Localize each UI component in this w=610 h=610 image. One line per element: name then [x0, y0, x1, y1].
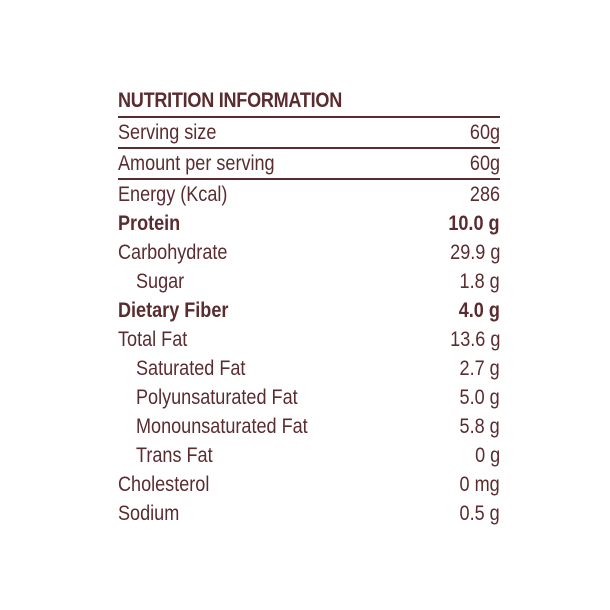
row-value: 0 mg: [459, 472, 500, 496]
row-label: Cholesterol: [118, 472, 210, 496]
row-cholesterol: Cholesterol 0 mg: [118, 470, 500, 499]
row-label: Dietary Fiber: [118, 298, 229, 322]
title-divider: [118, 116, 500, 118]
row-value: 60g: [469, 121, 500, 144]
row-label: Sugar: [136, 269, 185, 293]
serving-divider: [118, 147, 500, 149]
row-value: 1.8 g: [459, 269, 500, 293]
row-label: Protein: [118, 211, 181, 235]
row-label: Sodium: [118, 501, 180, 525]
row-serving-size: Serving size 60g: [118, 118, 500, 147]
row-saturated-fat: Saturated Fat 2.7 g: [118, 354, 500, 383]
row-label: Trans Fat: [136, 443, 213, 467]
row-label: Polyunsaturated Fat: [136, 385, 298, 409]
row-carbohydrate: Carbohydrate 29.9 g: [118, 238, 500, 267]
row-value: 13.6 g: [449, 327, 500, 351]
row-total-fat: Total Fat 13.6 g: [118, 325, 500, 354]
row-value: 0 g: [474, 443, 500, 467]
amount-divider: [118, 178, 500, 180]
row-value: 60g: [469, 152, 500, 175]
row-value: 0.5 g: [459, 501, 500, 525]
row-sodium: Sodium 0.5 g: [118, 499, 500, 528]
row-label: Energy (Kcal): [118, 182, 228, 206]
row-label: Amount per serving: [118, 152, 275, 175]
row-label: Saturated Fat: [136, 356, 246, 380]
panel-title: NUTRITION INFORMATION: [118, 89, 342, 112]
row-amount-per-serving: Amount per serving 60g: [118, 149, 500, 178]
row-value: 4.0 g: [458, 298, 500, 322]
row-polyunsaturated-fat: Polyunsaturated Fat 5.0 g: [118, 383, 500, 412]
row-dietary-fiber: Dietary Fiber 4.0 g: [118, 296, 500, 325]
nutrition-panel: NUTRITION INFORMATION Serving size 60g A…: [118, 86, 500, 528]
row-value: 5.8 g: [459, 414, 500, 438]
row-label: Monounsaturated Fat: [136, 414, 308, 438]
row-label: Serving size: [118, 121, 217, 144]
row-sugar: Sugar 1.8 g: [118, 267, 500, 296]
row-value: 2.7 g: [459, 356, 500, 380]
row-monounsaturated-fat: Monounsaturated Fat 5.8 g: [118, 412, 500, 441]
row-value: 286: [469, 182, 500, 206]
row-protein: Protein 10.0 g: [118, 209, 500, 238]
row-label: Total Fat: [118, 327, 188, 351]
row-trans-fat: Trans Fat 0 g: [118, 441, 500, 470]
row-value: 29.9 g: [449, 240, 500, 264]
row-value: 10.0 g: [448, 211, 500, 235]
row-energy: Energy (Kcal) 286: [118, 180, 500, 209]
row-label: Carbohydrate: [118, 240, 228, 264]
row-value: 5.0 g: [459, 385, 500, 409]
